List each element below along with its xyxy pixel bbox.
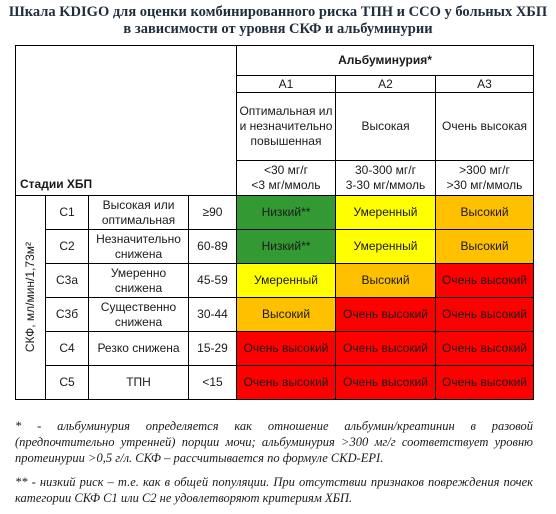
stage-description: Незначительно снижена: [88, 229, 189, 264]
stage-description: Умеренно снижена: [88, 263, 189, 298]
stage-row: С3а Умеренно снижена 45-59 Умеренный Высокий…: [16, 263, 535, 298]
column-unit: <30 мг/г <3 мг/ммоль: [236, 160, 336, 196]
unit-line: >300 мг/г: [459, 163, 510, 177]
gfr-label-cell: СКФ, мл/мин/1,73м²: [15, 195, 46, 400]
column-description: Оптимальная или незначительно повышенная: [236, 92, 336, 161]
header-row: Оптимальная или незначительно повышенная…: [16, 92, 535, 161]
column-code: А2: [335, 75, 436, 93]
risk-table: Стадии ХБП Альбуминурия* А1 А2 А3 Оптимальная…: [15, 45, 535, 400]
unit-line: <3 мг/ммоль: [251, 178, 321, 192]
gfr-label: СКФ, мл/мин/1,73м²: [23, 242, 37, 353]
risk-cell: Очень высокий: [335, 331, 436, 366]
stage-description: ТПН: [88, 365, 189, 400]
stage-description: Существенно снижена: [88, 297, 189, 332]
risk-text: Высокий: [460, 239, 509, 253]
risk-cell: Очень высокий: [434, 263, 535, 298]
title: Шкала KDIGO для оценки комбинированного …: [0, 4, 556, 38]
stage-row: С5 ТПН <15 Очень высокий Очень высокий Очень …: [16, 365, 535, 400]
risk-text: Умеренный: [353, 205, 418, 219]
risk-text: Низкий**: [261, 239, 311, 253]
risk-cell: Очень высокий: [335, 297, 436, 332]
risk-text: Очень высокий: [442, 307, 527, 321]
risk-text: Очень высокий: [243, 375, 329, 389]
risk-text: Высокий: [460, 205, 509, 219]
stage-code: С1: [45, 195, 89, 230]
risk-cell: Очень высокий: [434, 331, 535, 366]
risk-cell: Умеренный: [335, 195, 436, 230]
risk-cell: Очень высокий: [335, 365, 436, 400]
risk-cell: Низкий**: [236, 229, 336, 264]
risk-text: Очень высокий: [442, 375, 527, 389]
stages-label: Стадии ХБП: [15, 45, 237, 196]
unit-line: >30 мг/ммоль: [446, 178, 523, 192]
risk-text: Низкий**: [261, 205, 311, 219]
risk-text: Высокий: [261, 307, 311, 321]
column-description: Высокая: [335, 92, 436, 161]
risk-cell: Умеренный: [236, 263, 336, 298]
albuminuria-label: Альбуминурия*: [235, 45, 535, 76]
risk-cell: Очень высокий: [236, 331, 336, 366]
column-unit: >300 мг/г >30 мг/ммоль: [434, 160, 535, 196]
risk-cell: Высокий: [335, 263, 436, 298]
risk-text: Умеренный: [254, 273, 318, 287]
risk-cell: Высокий: [236, 297, 336, 332]
risk-cell: Низкий**: [236, 195, 336, 230]
risk-cell: Высокий: [434, 229, 535, 264]
risk-text: Очень высокий: [343, 307, 428, 321]
column-code: А1: [236, 75, 336, 93]
stage-code: С2: [45, 229, 89, 264]
stage-description: Высокая или оптимальная: [88, 195, 189, 230]
stage-row: С4 Резко снижена 15-29 Очень высокий Очень в…: [16, 331, 535, 366]
risk-text: Очень высокий: [442, 341, 527, 355]
title-line: Шкала KDIGO для оценки комбинированного …: [8, 4, 548, 20]
stage-range: 60-89: [188, 229, 237, 264]
column-unit: 30-300 мг/г 3-30 мг/ммоль: [335, 160, 436, 196]
stage-range: ≥90: [188, 195, 237, 230]
stage-row: СКФ, мл/мин/1,73м² С1 Высокая или оптималь…: [15, 195, 535, 400]
title-line: в зависимости от уровня СКФ и альбуминур…: [123, 21, 433, 37]
risk-text: Очень высокий: [243, 341, 329, 355]
column-description: Очень высокая: [434, 92, 535, 161]
risk-cell: Очень высокий: [434, 297, 535, 332]
unit-line: 30-300 мг/г: [354, 163, 417, 177]
stage-row: С2 Незначительно снижена 60-89 Низкий** Умер…: [16, 229, 535, 264]
risk-cell: Очень высокий: [434, 365, 535, 400]
stage-code: С5: [45, 365, 89, 400]
footnotes: * - альбуминурия определяется как отноше…: [15, 418, 533, 514]
stage-description: Резко снижена: [88, 331, 189, 366]
stage-row: С3б Существенно снижена 30-44 Высокий Очень …: [16, 297, 535, 332]
stage-code: С4: [45, 331, 89, 366]
risk-cell: Очень высокий: [236, 365, 336, 400]
footnote: ** - низкий риск – т.е. как в общей попу…: [15, 475, 533, 505]
stage-code: С3б: [45, 297, 89, 332]
stage-range: 30-44: [188, 297, 237, 332]
unit-line: 3-30 мг/ммоль: [345, 178, 426, 192]
risk-cell: Умеренный: [335, 229, 436, 264]
unit-line: <30 мг/г: [263, 163, 309, 177]
header-row: <30 мг/г <3 мг/ммоль 30-300 мг/г 3-30 мг/мм…: [16, 160, 535, 196]
risk-text: Высокий: [361, 273, 410, 287]
stage-code: С3а: [45, 263, 89, 298]
footnote: * - альбуминурия определяется как отноше…: [15, 419, 533, 465]
column-code: А3: [434, 75, 535, 93]
risk-cell: Высокий: [434, 195, 535, 230]
risk-text: Умеренный: [353, 239, 418, 253]
risk-text: Очень высокий: [343, 341, 428, 355]
risk-text: Очень высокий: [442, 273, 527, 287]
stage-range: 15-29: [188, 331, 237, 366]
header-row: Стадии ХБП Альбуминурия*: [15, 45, 535, 196]
stage-range: 45-59: [188, 263, 237, 298]
risk-text: Очень высокий: [343, 375, 428, 389]
stage-range: <15: [188, 365, 237, 400]
